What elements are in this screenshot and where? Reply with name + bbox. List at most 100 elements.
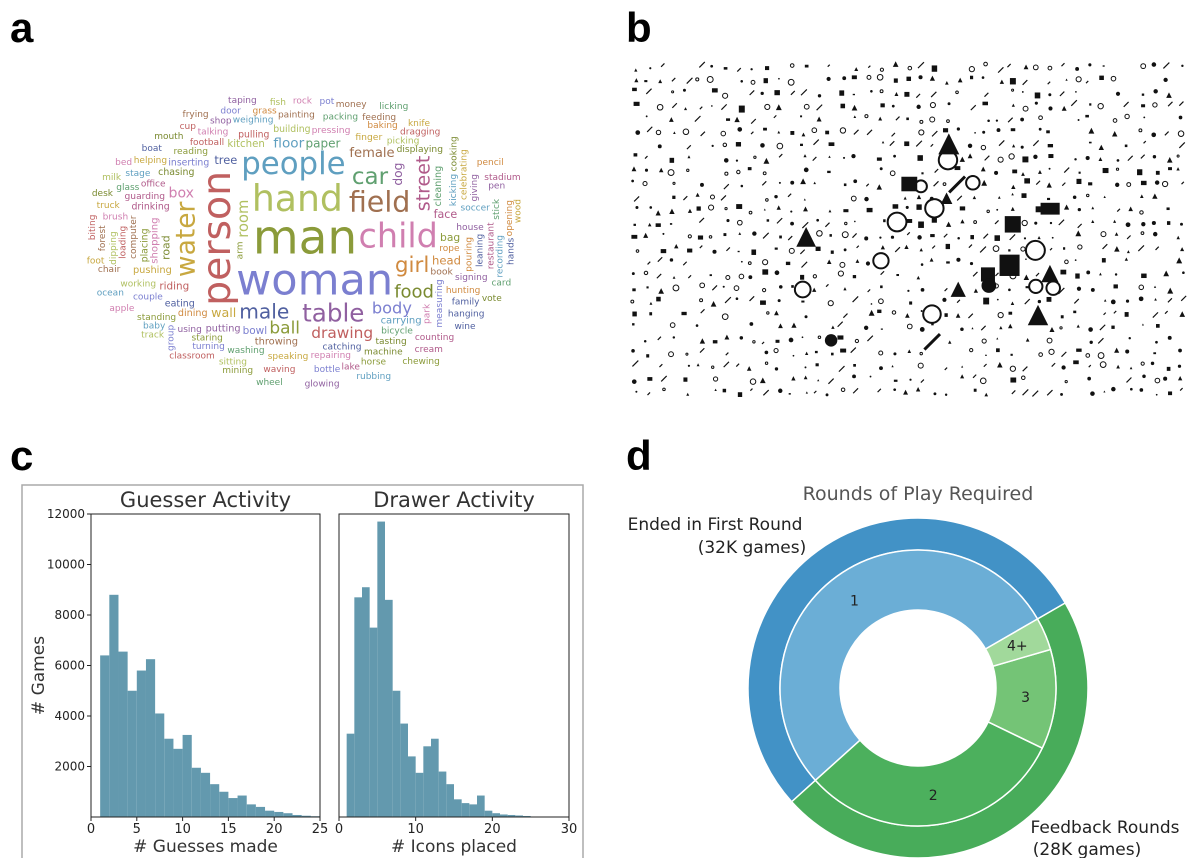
icon <box>726 353 729 356</box>
icon <box>956 313 961 318</box>
word: reading <box>174 147 209 157</box>
icon <box>777 205 781 209</box>
icon <box>812 128 817 133</box>
icon <box>1011 301 1014 304</box>
icon <box>765 66 769 70</box>
icon <box>1163 63 1169 69</box>
icon <box>724 158 729 163</box>
icon <box>789 338 794 343</box>
icon <box>983 298 989 305</box>
icon <box>778 299 781 302</box>
icon <box>998 67 1003 72</box>
icon <box>1142 323 1144 325</box>
icon <box>764 208 766 210</box>
icon <box>688 209 692 213</box>
icon <box>663 388 666 391</box>
icon <box>1143 116 1145 118</box>
word: stick <box>492 198 502 220</box>
word: pulling <box>238 130 269 141</box>
icon <box>931 323 933 325</box>
icon <box>1176 257 1182 263</box>
icon <box>925 199 943 217</box>
icon <box>1047 182 1052 187</box>
icon <box>845 222 847 224</box>
icon <box>1100 362 1106 368</box>
icon <box>631 349 635 353</box>
icon <box>866 261 870 265</box>
icon <box>1165 132 1169 136</box>
bar <box>192 768 201 817</box>
icon <box>1128 156 1133 161</box>
icon <box>672 78 675 81</box>
icon <box>1151 362 1154 365</box>
word: dragging <box>400 128 440 138</box>
icon <box>1078 119 1080 121</box>
icon <box>960 157 965 162</box>
icon <box>960 374 964 378</box>
icon <box>712 250 716 254</box>
icon <box>751 132 753 134</box>
icon <box>751 80 755 84</box>
x-tick-label: 10 <box>174 822 191 837</box>
icon <box>984 62 988 66</box>
icon <box>957 196 962 201</box>
bar <box>477 796 485 817</box>
icon <box>851 196 856 201</box>
icon <box>817 231 823 237</box>
icon <box>873 253 888 268</box>
icon <box>1180 223 1183 226</box>
icon <box>1125 350 1129 354</box>
icon <box>803 206 808 211</box>
icon <box>1167 207 1170 210</box>
icon <box>644 340 647 343</box>
icon <box>1035 92 1041 98</box>
x-tick-label: 30 <box>561 822 578 837</box>
icon <box>980 247 986 253</box>
icon <box>857 246 859 248</box>
icon <box>800 250 804 254</box>
icon <box>973 375 976 378</box>
icon <box>971 327 973 329</box>
icon <box>1141 181 1147 185</box>
word: water <box>170 201 201 277</box>
icon <box>917 235 921 239</box>
icon <box>1155 341 1158 344</box>
bar <box>393 691 401 817</box>
icon <box>802 133 806 137</box>
icon <box>877 184 882 189</box>
icon <box>701 309 705 313</box>
icon <box>924 334 940 350</box>
icon <box>969 67 974 72</box>
icon <box>762 342 764 344</box>
icon <box>1140 388 1144 392</box>
word: turning <box>192 342 224 352</box>
icon <box>921 288 925 292</box>
icon <box>1180 388 1182 390</box>
icon <box>1166 92 1172 98</box>
icon <box>701 132 705 136</box>
icon <box>634 196 639 201</box>
icon <box>947 120 950 123</box>
icon <box>865 115 868 118</box>
icon <box>1091 206 1094 209</box>
icon <box>1036 273 1039 276</box>
icon <box>1064 168 1069 173</box>
icon <box>944 313 947 317</box>
icon <box>635 206 638 209</box>
icon <box>916 94 920 98</box>
word: shopping <box>149 217 160 263</box>
icon <box>817 379 819 381</box>
icon <box>724 362 729 367</box>
word: helping <box>134 156 167 166</box>
icon <box>687 145 691 149</box>
icon <box>1036 181 1040 185</box>
icon <box>906 206 909 209</box>
icon <box>1156 171 1160 175</box>
icon <box>737 127 742 132</box>
icon <box>777 131 780 134</box>
icon <box>1075 91 1077 93</box>
icon <box>843 209 848 212</box>
word: rock <box>293 97 313 107</box>
bar <box>118 652 127 817</box>
icon <box>779 182 781 184</box>
